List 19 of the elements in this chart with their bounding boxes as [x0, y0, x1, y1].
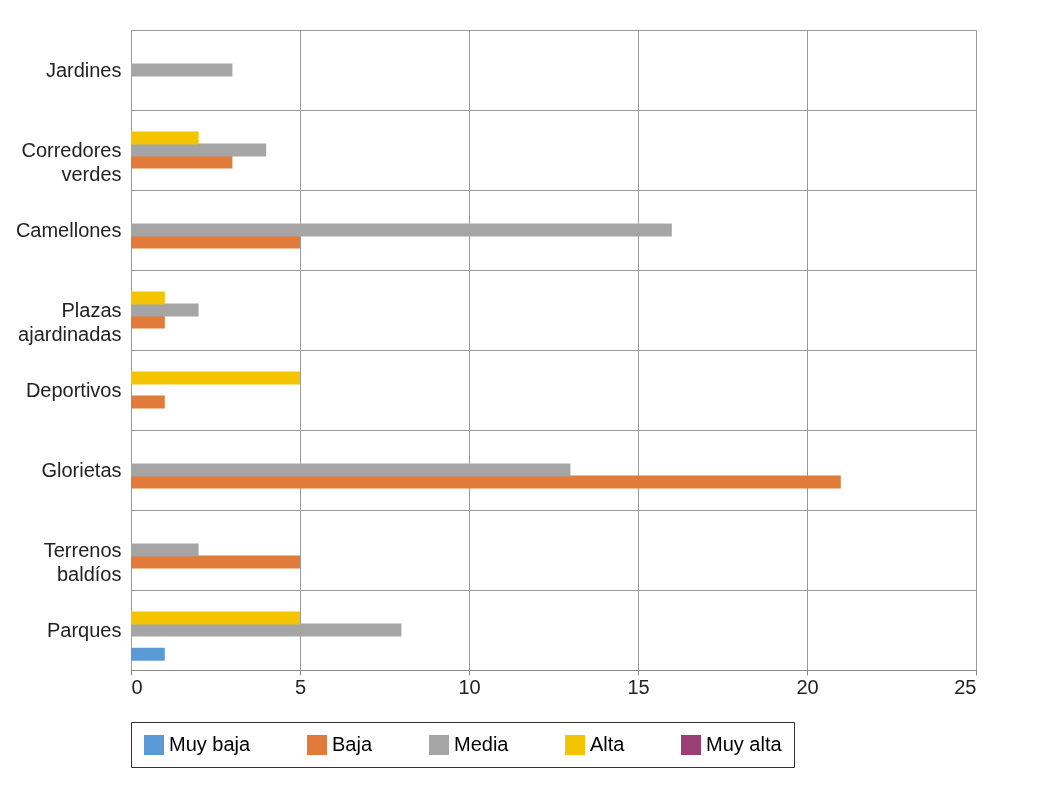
y-tick-label: Terrenos baldíos: [43, 538, 122, 585]
x-tick-label: 10: [458, 675, 481, 698]
x-tick-label: 5: [294, 675, 307, 698]
legend-label: Muy baja: [169, 733, 252, 755]
y-tick-label: Parques: [47, 618, 122, 641]
x-tick-label: 25: [954, 675, 977, 698]
x-tick-label: 0: [131, 675, 143, 698]
y-tick-label: Corredores verdes: [21, 138, 122, 185]
legend-label: Muy alta: [706, 733, 783, 755]
y-tick-label: Camellones: [15, 218, 122, 241]
y-tick-label: Deportivos: [25, 378, 122, 401]
legend-label: Alta: [590, 733, 626, 755]
y-tick-label: Jardines: [45, 58, 122, 81]
legend-label: Media: [454, 733, 510, 755]
legend-label: Baja: [332, 733, 373, 755]
x-tick-label: 15: [627, 675, 650, 698]
y-tick-label: Glorietas: [41, 458, 122, 481]
x-tick-label: 20: [796, 675, 819, 698]
y-tick-label: Plazas ajardinadas: [18, 298, 122, 345]
